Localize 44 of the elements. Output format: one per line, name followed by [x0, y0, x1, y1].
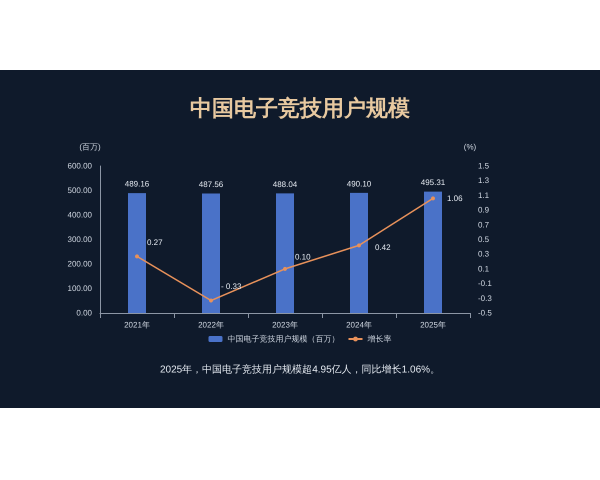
y2-tick-label: 1.1 — [478, 190, 490, 200]
point — [209, 298, 213, 303]
y-tick-label: 0.00 — [76, 308, 93, 318]
y2-tick-label: 0.1 — [478, 264, 490, 274]
y2-tick-label: 0.9 — [478, 206, 490, 215]
y-tick-label: 300.00 — [68, 235, 93, 244]
y-tick-label: 600.00 — [68, 162, 93, 170]
y2-tick-label: 1.3 — [478, 176, 490, 186]
data-label: 1.06 — [447, 194, 464, 203]
data-label: 488.04 — [272, 180, 298, 189]
x-tick-label: 2024年 — [346, 320, 372, 330]
y2-tick-label: 0.5 — [478, 235, 490, 244]
point — [283, 266, 287, 271]
y-tick-label: 100.00 — [68, 284, 93, 293]
y-axis-title: (百万) — [79, 142, 101, 152]
point — [357, 243, 361, 248]
y-tick-label: 400.00 — [68, 210, 93, 220]
data-label: 0.42 — [375, 242, 392, 252]
y2-tick-label: -0.3 — [478, 294, 492, 303]
point — [431, 196, 435, 200]
data-label: 487.56 — [198, 180, 224, 190]
chart-title: 中国电子竞技用户规模 — [190, 96, 410, 120]
x-tick-label: 2022年 — [198, 320, 224, 330]
data-label: 490.10 — [346, 179, 372, 188]
data-label: 489.16 — [124, 180, 150, 189]
y2-tick-label: 0.7 — [478, 220, 490, 230]
y2-tick-label: 0.3 — [478, 250, 490, 259]
y2-tick-label: -0.1 — [478, 279, 492, 288]
data-label: 495.31 — [420, 178, 446, 188]
legend-label: 中国电子竞技用户规模（百万） — [228, 334, 340, 344]
x-tick-label: 2025年 — [420, 320, 446, 330]
y-tick-label: 200.00 — [68, 260, 93, 268]
data-label: 0.10 — [295, 252, 312, 262]
y2-tick-label: 1.5 — [478, 162, 490, 170]
point — [135, 254, 139, 258]
x-tick-label: 2023年 — [272, 320, 298, 330]
y2-tick-label: -0.5 — [478, 308, 492, 318]
legend-label: 增长率 — [366, 334, 392, 344]
data-label: - 0.33 — [221, 282, 242, 292]
text: 2025年，中国电子竞技用户规模超4.95亿人，同比增长1.06%。 — [160, 364, 440, 376]
data-label: 0.27 — [147, 238, 164, 247]
y2-axis-title: (%) — [464, 142, 477, 152]
y-tick-label: 500.00 — [68, 186, 93, 195]
x-tick-label: 2021年 — [124, 320, 150, 330]
